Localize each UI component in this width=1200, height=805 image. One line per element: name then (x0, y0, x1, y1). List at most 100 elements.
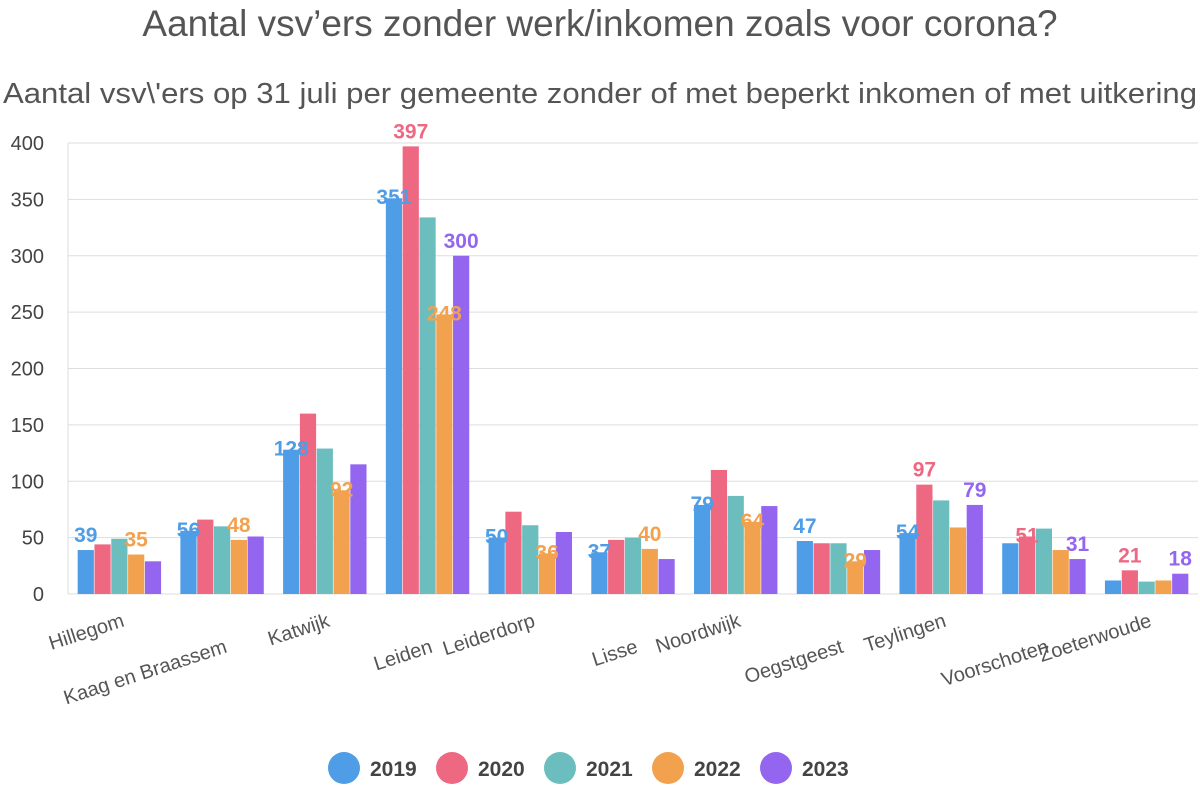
bar-katwijk-2023[interactable] (350, 464, 367, 594)
bar-kaag-en-braassem-2020[interactable] (197, 519, 214, 594)
data-label-teylingen-2019: 54 (896, 521, 920, 544)
x-tick-label-kaag-en-braassem: Kaag en Braassem (61, 636, 230, 709)
bar-hillegom-2023[interactable] (144, 561, 162, 594)
bar-lisse-2019[interactable] (591, 552, 608, 594)
data-label-noordwijk-2022: 64 (741, 510, 765, 533)
bar-katwijk-2020[interactable] (299, 413, 317, 594)
bar-zoeterwoude-2020[interactable] (1121, 570, 1138, 594)
bar-leiderdorp-2023[interactable] (555, 531, 572, 594)
bar-katwijk-2021[interactable] (316, 448, 333, 594)
bar-voorschoten-2022[interactable] (1052, 550, 1069, 594)
bar-teylingen-2020[interactable] (916, 484, 933, 594)
bar-voorschoten-2019[interactable] (1002, 543, 1019, 594)
bar-zoeterwoude-2019[interactable] (1104, 580, 1122, 594)
bar-kaag-en-braassem-2023[interactable] (247, 536, 264, 594)
data-label-kaag-en-braassem-2022: 48 (227, 514, 251, 537)
bar-oegstgeest-2023[interactable] (863, 550, 881, 594)
bar-leiden-2022[interactable] (436, 314, 453, 594)
bar-noordwijk-2022[interactable] (744, 521, 761, 594)
legend-item-2021[interactable]: 2021 (544, 752, 633, 784)
legend-swatch-2020 (436, 752, 468, 784)
bar-hillegom-2021[interactable] (111, 538, 128, 594)
y-tick-label: 400 (11, 133, 44, 155)
bar-leiderdorp-2021[interactable] (522, 525, 539, 594)
bar-kaag-en-braassem-2019[interactable] (180, 530, 197, 594)
data-label-zoeterwoude-2020: 21 (1118, 544, 1142, 567)
data-label-leiden-2019: 351 (376, 186, 411, 209)
bar-oegstgeest-2020[interactable] (813, 543, 830, 594)
bar-voorschoten-2021[interactable] (1035, 528, 1053, 594)
x-tick-label-noordwijk: Noordwijk (653, 610, 744, 658)
y-tick-label: 50 (22, 528, 44, 550)
bar-teylingen-2019[interactable] (899, 533, 916, 594)
data-label-oegstgeest-2022: 29 (844, 549, 867, 572)
bar-zoeterwoude-2023[interactable] (1172, 573, 1189, 594)
bar-teylingen-2022[interactable] (949, 527, 967, 594)
legend-swatch-2019 (328, 752, 360, 784)
bar-oegstgeest-2021[interactable] (830, 543, 847, 594)
legend-item-2023[interactable]: 2023 (760, 752, 849, 784)
bar-lisse-2021[interactable] (624, 537, 642, 594)
bar-leiderdorp-2019[interactable] (488, 537, 505, 594)
data-label-katwijk-2019: 128 (274, 438, 309, 461)
data-label-voorschoten-2023: 31 (1066, 533, 1090, 556)
y-tick-label: 300 (11, 246, 44, 268)
bar-kaag-en-braassem-2022[interactable] (230, 539, 247, 594)
bar-zoeterwoude-2021[interactable] (1138, 581, 1155, 594)
bar-voorschoten-2020[interactable] (1019, 536, 1036, 594)
bar-hillegom-2019[interactable] (77, 550, 94, 594)
bars (77, 146, 1189, 595)
y-tick-label: 100 (11, 471, 44, 493)
data-label-leiderdorp-2022: 36 (535, 541, 558, 564)
legend-label-2020: 2020 (478, 758, 525, 781)
legend-label-2022: 2022 (694, 758, 741, 781)
data-label-leiden-2023: 300 (444, 230, 479, 253)
x-tick-label-katwijk: Katwijk (265, 610, 333, 651)
bar-katwijk-2019[interactable] (283, 449, 300, 594)
y-tick-label: 250 (11, 302, 44, 324)
bar-hillegom-2022[interactable] (128, 554, 145, 594)
bar-teylingen-2021[interactable] (933, 500, 950, 594)
bar-leiden-2021[interactable] (419, 217, 436, 595)
data-label-oegstgeest-2019: 47 (793, 515, 816, 538)
y-tick-label: 200 (11, 359, 44, 381)
bar-leiderdorp-2020[interactable] (505, 511, 522, 594)
bar-leiden-2020[interactable] (402, 146, 419, 594)
bar-teylingen-2023[interactable] (966, 504, 983, 594)
bar-leiderdorp-2022[interactable] (538, 553, 556, 594)
x-tick-label-hillegom: Hillegom (46, 610, 127, 655)
bar-hillegom-2020[interactable] (94, 544, 111, 594)
legend-item-2022[interactable]: 2022 (652, 752, 741, 784)
bar-lisse-2020[interactable] (608, 539, 625, 594)
data-label-kaag-en-braassem-2019: 56 (177, 519, 200, 542)
legend-label-2023: 2023 (802, 758, 849, 781)
bar-noordwijk-2020[interactable] (710, 469, 728, 594)
bar-lisse-2022[interactable] (641, 548, 658, 594)
x-tick-label-lisse: Lisse (589, 636, 640, 671)
bar-zoeterwoude-2022[interactable] (1155, 580, 1172, 594)
bar-noordwijk-2021[interactable] (727, 495, 744, 594)
bar-voorschoten-2023[interactable] (1069, 559, 1086, 594)
data-label-lisse-2019: 37 (588, 540, 611, 563)
bar-lisse-2023[interactable] (658, 559, 675, 594)
x-tick-label-leiden: Leiden (371, 636, 435, 675)
legend-label-2021: 2021 (586, 758, 633, 781)
legend-item-2020[interactable]: 2020 (436, 752, 525, 784)
data-label-katwijk-2022: 92 (330, 478, 353, 501)
legend-item-2019[interactable]: 2019 (328, 752, 417, 784)
y-axis: 0 50 100 150 200 250 300 350 400 (11, 133, 44, 606)
data-label-teylingen-2020: 97 (913, 459, 936, 482)
bar-oegstgeest-2022[interactable] (847, 561, 864, 594)
bar-kaag-en-braassem-2021[interactable] (213, 526, 231, 594)
data-label-hillegom-2022: 35 (124, 529, 148, 552)
bar-noordwijk-2023[interactable] (761, 506, 778, 594)
data-label-teylingen-2023: 79 (963, 479, 986, 502)
bar-noordwijk-2019[interactable] (694, 504, 711, 594)
data-label-leiden-2022: 248 (427, 302, 462, 325)
bar-katwijk-2022[interactable] (333, 490, 350, 594)
bar-leiden-2023[interactable] (453, 255, 470, 594)
bar-oegstgeest-2019[interactable] (796, 541, 813, 594)
bar-leiden-2019[interactable] (385, 198, 403, 594)
